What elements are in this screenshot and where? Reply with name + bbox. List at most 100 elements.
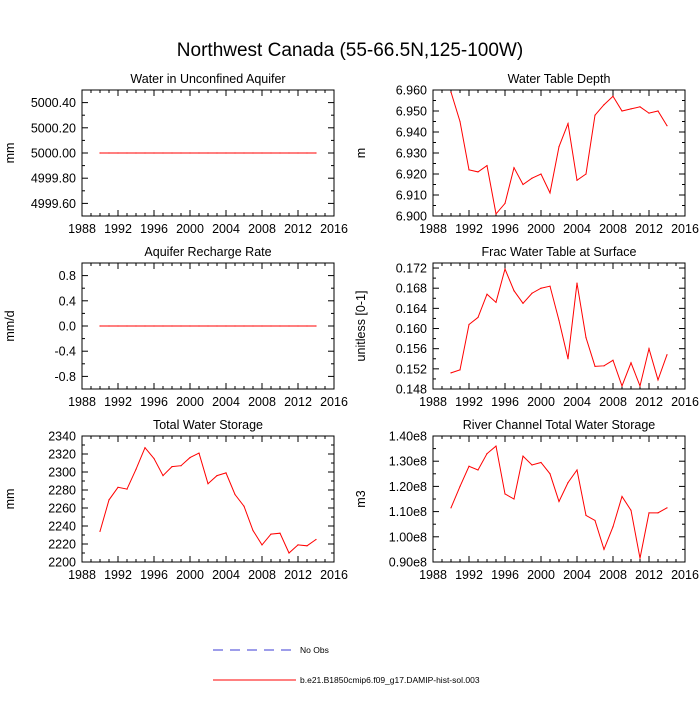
data-point bbox=[666, 125, 668, 127]
data-point bbox=[594, 365, 596, 367]
figure-title: Northwest Canada (55-66.5N,125-100W) bbox=[177, 40, 523, 61]
plot-frame bbox=[432, 435, 686, 563]
data-point bbox=[126, 488, 128, 490]
data-point bbox=[180, 465, 182, 467]
panel-title: Total Water Storage bbox=[153, 418, 263, 432]
y-axis-label: mm bbox=[3, 489, 17, 510]
data-point bbox=[189, 152, 191, 154]
x-tick-label: 1988 bbox=[68, 568, 96, 582]
x-tick-label: 1988 bbox=[419, 568, 447, 582]
data-point bbox=[117, 486, 119, 488]
data-point bbox=[603, 548, 605, 551]
x-tick-label: 1992 bbox=[455, 222, 483, 236]
data-point bbox=[621, 385, 623, 387]
data-point bbox=[243, 325, 245, 327]
data-point bbox=[513, 290, 515, 292]
data-point bbox=[216, 325, 218, 327]
x-tick-label: 2012 bbox=[635, 568, 663, 582]
data-point bbox=[567, 482, 569, 484]
plot-frame bbox=[432, 89, 686, 217]
y-tick-label: 0.148 bbox=[396, 383, 427, 397]
data-point bbox=[549, 473, 551, 475]
data-point bbox=[549, 285, 551, 287]
data-point bbox=[261, 325, 263, 327]
data-point bbox=[477, 171, 479, 173]
data-point bbox=[585, 336, 587, 339]
legend-label: No Obs bbox=[300, 645, 329, 655]
data-point bbox=[243, 505, 245, 507]
data-point bbox=[477, 316, 479, 319]
data-point bbox=[297, 152, 299, 154]
series-line bbox=[450, 445, 668, 559]
data-point bbox=[198, 325, 200, 327]
y-tick-label: 2220 bbox=[48, 538, 76, 552]
data-point bbox=[99, 325, 101, 327]
data-point bbox=[603, 365, 605, 367]
y-tick-label: 6.910 bbox=[396, 189, 427, 203]
y-tick-label: 4999.80 bbox=[31, 172, 76, 186]
y-tick-label: 2340 bbox=[48, 430, 76, 444]
x-tick-label: 2000 bbox=[527, 568, 555, 582]
y-tick-label: 2260 bbox=[48, 502, 76, 516]
x-tick-label: 2000 bbox=[527, 222, 555, 236]
y-tick-label: 6.920 bbox=[396, 168, 427, 182]
x-tick-label: 2008 bbox=[248, 395, 276, 409]
data-point bbox=[306, 325, 308, 327]
data-point bbox=[162, 152, 164, 154]
data-point bbox=[99, 530, 101, 533]
data-point bbox=[558, 146, 560, 148]
data-point bbox=[639, 106, 641, 108]
data-point bbox=[225, 152, 227, 154]
y-tick-label: 0.8 bbox=[59, 269, 76, 283]
y-tick-label: 2320 bbox=[48, 448, 76, 462]
data-point bbox=[288, 325, 290, 327]
data-point bbox=[459, 485, 461, 487]
data-point bbox=[576, 282, 578, 284]
x-tick-label: 2004 bbox=[563, 568, 591, 582]
data-point bbox=[666, 507, 668, 509]
data-point bbox=[108, 325, 110, 327]
legend: No Obs b.e21.B1850cmip6.f09_g17.DAMIP-his… bbox=[213, 645, 480, 685]
data-point bbox=[162, 325, 164, 327]
data-point bbox=[558, 500, 560, 503]
data-point bbox=[171, 325, 173, 327]
data-point bbox=[612, 95, 614, 97]
data-point bbox=[621, 495, 623, 498]
data-point bbox=[540, 461, 542, 464]
data-point bbox=[648, 348, 650, 350]
data-point bbox=[189, 325, 191, 327]
data-point bbox=[297, 325, 299, 327]
data-point bbox=[630, 362, 632, 364]
y-tick-label: -0.8 bbox=[54, 370, 76, 384]
x-tick-label: 2000 bbox=[176, 568, 204, 582]
data-point bbox=[486, 453, 488, 455]
data-point bbox=[252, 152, 254, 154]
x-tick-label: 2016 bbox=[671, 395, 699, 409]
x-tick-label: 2016 bbox=[671, 568, 699, 582]
x-tick-label: 1992 bbox=[104, 222, 132, 236]
data-point bbox=[468, 323, 470, 326]
x-tick-label: 2004 bbox=[212, 568, 240, 582]
x-tick-label: 2004 bbox=[212, 395, 240, 409]
data-point bbox=[135, 152, 137, 154]
x-tick-label: 1996 bbox=[140, 395, 168, 409]
x-tick-label: 2004 bbox=[563, 395, 591, 409]
data-point bbox=[234, 325, 236, 327]
data-point bbox=[135, 325, 137, 327]
data-point bbox=[540, 287, 542, 289]
data-point bbox=[585, 173, 587, 175]
data-point bbox=[126, 325, 128, 327]
data-point bbox=[504, 202, 506, 204]
data-point bbox=[657, 512, 659, 514]
data-point bbox=[162, 475, 164, 477]
data-point bbox=[252, 529, 254, 532]
data-point bbox=[603, 104, 605, 106]
data-point bbox=[495, 445, 497, 447]
data-point bbox=[261, 152, 263, 154]
data-point bbox=[513, 167, 515, 169]
data-point bbox=[225, 472, 227, 474]
y-tick-label: 6.940 bbox=[396, 126, 427, 140]
y-tick-label: 0.0 bbox=[59, 320, 76, 334]
y-tick-label: 1.40e8 bbox=[389, 430, 427, 444]
x-tick-label: 2016 bbox=[671, 222, 699, 236]
